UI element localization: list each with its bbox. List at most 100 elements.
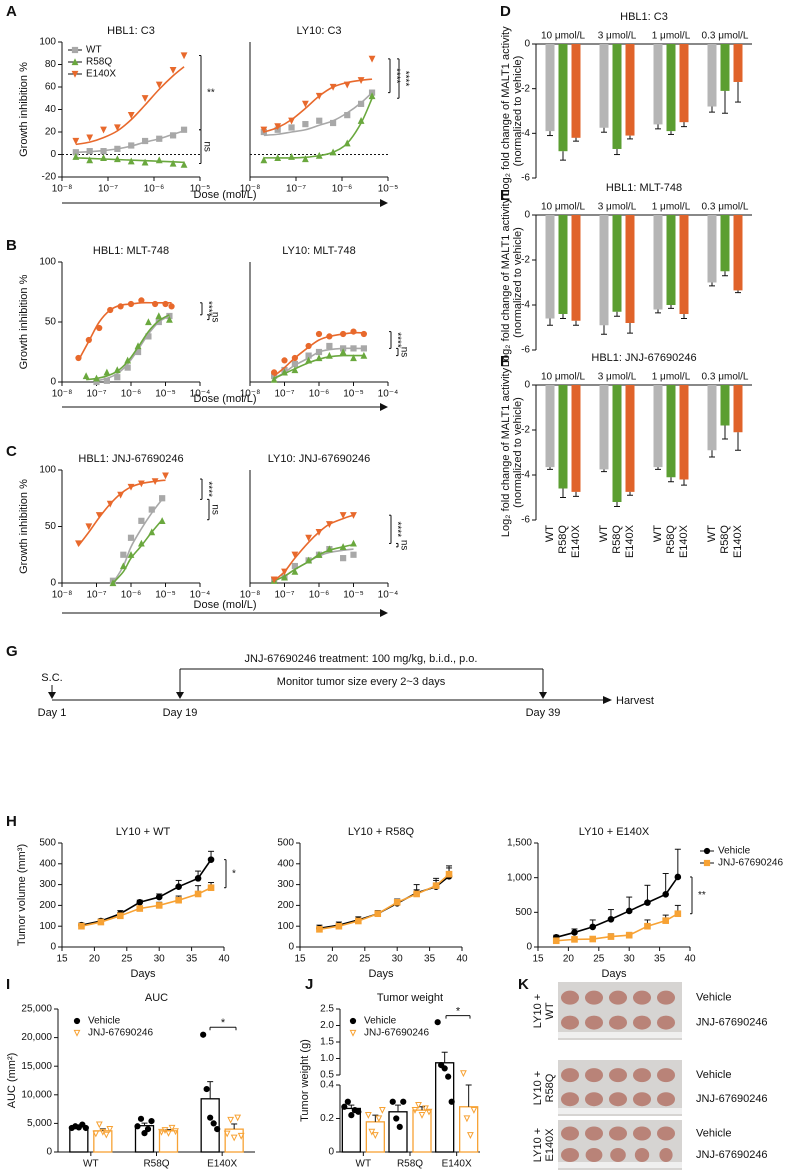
- marker: [158, 1128, 165, 1136]
- series-line: [81, 859, 212, 926]
- marker: [152, 300, 159, 308]
- category-label: 10 μmol/L: [541, 31, 586, 42]
- marker: [86, 148, 93, 155]
- marker: [203, 1085, 210, 1093]
- marker: [155, 902, 163, 909]
- series-label: E140X: [570, 524, 582, 558]
- tumor: [609, 1068, 627, 1083]
- tumor: [657, 1015, 675, 1030]
- x-axis-label: Dose (mol/L): [194, 599, 257, 611]
- tumor: [561, 1148, 579, 1162]
- y-axis-label: Growth inhibition %: [18, 274, 30, 369]
- marker: [230, 1134, 238, 1142]
- marker: [378, 1107, 386, 1114]
- bar: [571, 44, 581, 138]
- category-label: 0.3 μmol/L: [702, 372, 749, 383]
- marker: [96, 324, 103, 332]
- category-label: 0.3 μmol/L: [702, 31, 749, 42]
- marker: [460, 1070, 467, 1078]
- bar: [707, 44, 717, 107]
- tumor: [633, 990, 651, 1005]
- marker: [120, 551, 127, 558]
- tumor: [585, 1148, 603, 1162]
- x-tick-label: 10⁻⁶: [144, 184, 165, 195]
- tumor: [561, 1068, 579, 1083]
- photo-row-label: Vehicle: [696, 1069, 731, 1081]
- marker: [360, 351, 368, 359]
- x-tick-label: 40: [456, 954, 468, 965]
- marker: [357, 117, 365, 124]
- marker: [389, 1098, 396, 1105]
- marker: [368, 55, 376, 63]
- marker: [360, 330, 367, 338]
- bar: [571, 385, 581, 492]
- marker: [364, 1112, 372, 1119]
- bar: [720, 215, 730, 272]
- marker: [214, 1126, 221, 1133]
- marker: [169, 159, 177, 167]
- marker: [343, 81, 351, 89]
- panel-label: F: [500, 353, 509, 370]
- marker: [340, 330, 347, 338]
- marker: [128, 142, 135, 149]
- marker: [344, 112, 351, 119]
- category-label: R58Q: [143, 1159, 169, 1170]
- marker: [396, 1123, 403, 1130]
- fit-curve: [112, 519, 163, 584]
- tumor: [609, 1092, 627, 1107]
- marker: [371, 1132, 379, 1139]
- marker: [607, 915, 615, 923]
- marker: [155, 893, 163, 901]
- x-tick-label: 10⁻⁷: [274, 590, 294, 601]
- legend-label: Vehicle: [718, 846, 751, 857]
- marker: [234, 1114, 242, 1122]
- y-tick-label: 0: [328, 1147, 334, 1158]
- marker: [339, 512, 347, 519]
- y-axis-label: Log₂ fold change of MALT1 activity: [500, 197, 512, 367]
- marker: [301, 155, 309, 163]
- marker: [703, 859, 711, 867]
- marker: [270, 375, 278, 383]
- y-tick-label: 50: [45, 521, 57, 532]
- marker: [413, 890, 420, 898]
- marker: [136, 898, 144, 906]
- marker: [470, 1107, 478, 1114]
- panel-label: J: [305, 976, 313, 993]
- marker: [92, 1130, 100, 1138]
- marker: [117, 912, 124, 920]
- chart-title: HBL1: MLT-748: [93, 245, 169, 257]
- category-label: R58Q: [397, 1159, 423, 1170]
- tumor: [657, 1092, 675, 1107]
- bar: [599, 385, 609, 470]
- chart-title: LY10: JNJ-67690246: [268, 453, 371, 465]
- series-label: R58Q: [665, 525, 677, 554]
- marker: [207, 856, 215, 863]
- x-tick-label: 10⁻⁷: [98, 184, 118, 195]
- y-tick-label: 500: [515, 907, 532, 918]
- marker: [86, 134, 94, 142]
- y-tick-label: -6: [521, 173, 530, 184]
- marker: [175, 896, 182, 904]
- y-tick-label: 10,000: [21, 1089, 52, 1100]
- marker: [301, 100, 309, 108]
- marker: [422, 1105, 429, 1113]
- marker: [355, 1108, 362, 1115]
- marker: [326, 342, 333, 350]
- marker: [114, 374, 121, 381]
- chart-title: HBL1: MLT-748: [606, 182, 682, 194]
- marker: [360, 345, 367, 352]
- chart-title: LY10 + E140X: [579, 826, 650, 838]
- marker: [589, 923, 597, 931]
- photo-row-label: Vehicle: [696, 1127, 731, 1139]
- marker: [148, 1118, 155, 1125]
- category-label: 1 μmol/L: [652, 372, 691, 383]
- marker: [237, 1132, 245, 1140]
- y-tick-label: 100: [277, 921, 294, 932]
- marker: [302, 121, 309, 128]
- marker: [305, 342, 312, 350]
- marker: [329, 148, 337, 156]
- marker: [141, 95, 149, 102]
- marker: [291, 366, 299, 374]
- significance-label: **: [207, 87, 215, 98]
- y-tick-label: -6: [521, 345, 530, 356]
